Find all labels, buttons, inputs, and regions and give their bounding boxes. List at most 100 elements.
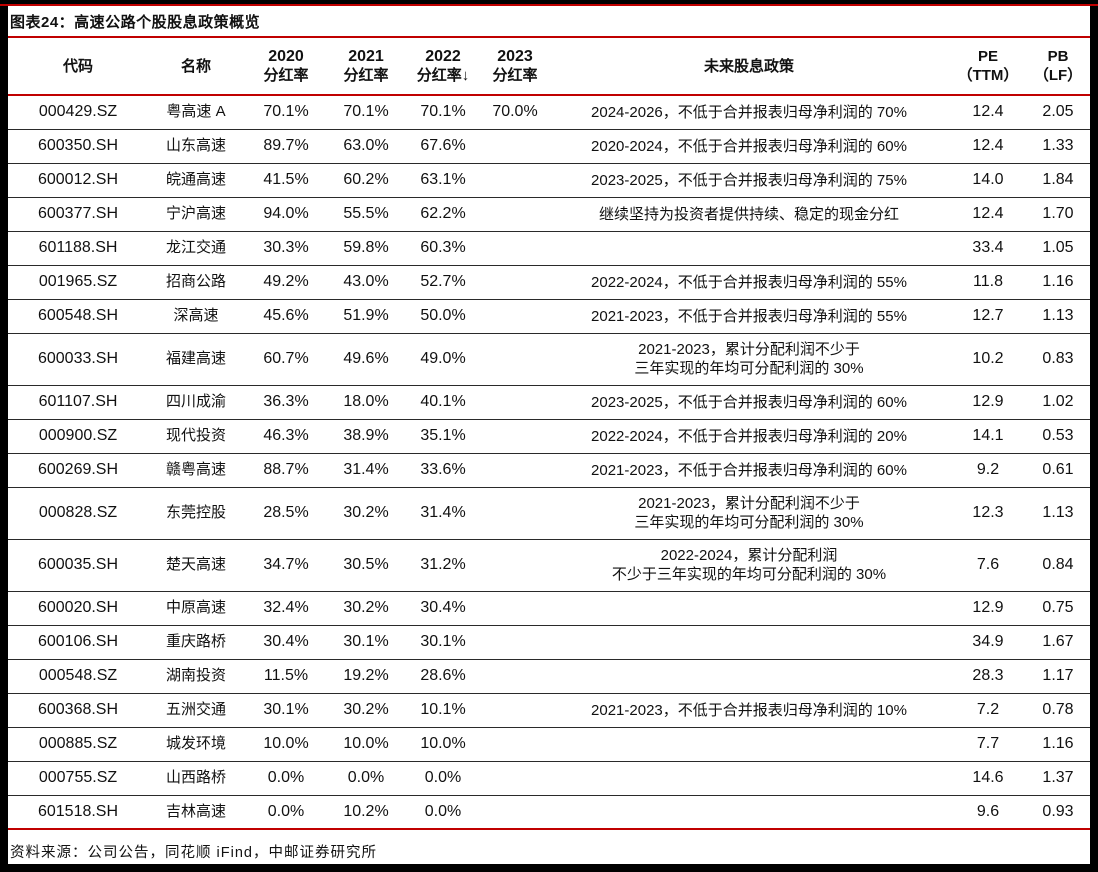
- payout-2023: [482, 487, 548, 540]
- stock-code: 601188.SH: [8, 231, 148, 266]
- pb-lf-value: 1.84: [1026, 163, 1090, 198]
- stock-code: 000828.SZ: [8, 487, 148, 540]
- payout-2022: 50.0%: [404, 299, 482, 334]
- payout-2021: 49.6%: [328, 333, 404, 386]
- payout-2021: 10.0%: [328, 727, 404, 762]
- future-policy: 2021-2023，累计分配利润不少于 三年实现的年均可分配利润的 30%: [548, 333, 950, 386]
- payout-2022: 0.0%: [404, 795, 482, 830]
- pb-lf-value: 1.16: [1026, 265, 1090, 300]
- payout-2021: 38.9%: [328, 419, 404, 454]
- header-pe-line1: PE: [977, 48, 998, 65]
- pb-lf-value: 1.05: [1026, 231, 1090, 266]
- payout-2022: 10.0%: [404, 727, 482, 762]
- pe-ttm-value: 11.8: [950, 265, 1026, 300]
- table-row: 600368.SH 五洲交通 30.1% 30.2% 10.1% 2021-20…: [8, 693, 1090, 728]
- stock-name: 重庆路桥: [148, 625, 244, 660]
- payout-2022: 52.7%: [404, 265, 482, 300]
- payout-2022: 31.4%: [404, 487, 482, 540]
- header-pb-line1: PB: [1047, 48, 1069, 65]
- payout-2022: 10.1%: [404, 693, 482, 728]
- payout-2021: 0.0%: [328, 761, 404, 796]
- source-note: 资料来源：公司公告，同花顺 iFind，中邮证券研究所: [10, 845, 377, 861]
- table-row: 000885.SZ 城发环境 10.0% 10.0% 10.0% 7.7 1.1…: [8, 727, 1090, 762]
- payout-2021: 63.0%: [328, 129, 404, 164]
- stock-code: 600035.SH: [8, 539, 148, 592]
- payout-2023: 70.0%: [482, 95, 548, 130]
- pb-lf-value: 2.05: [1026, 95, 1090, 130]
- payout-2020: 70.1%: [244, 95, 328, 130]
- table-row: 000900.SZ 现代投资 46.3% 38.9% 35.1% 2022-20…: [8, 419, 1090, 454]
- stock-code: 600033.SH: [8, 333, 148, 386]
- pb-lf-value: 1.13: [1026, 299, 1090, 334]
- table-body: 000429.SZ 粤高速 A 70.1% 70.1% 70.1% 70.0% …: [8, 95, 1090, 830]
- page-top-rule: [0, 4, 1098, 6]
- pe-ttm-value: 7.6: [950, 539, 1026, 592]
- payout-2020: 94.0%: [244, 197, 328, 232]
- future-policy-line2: 三年实现的年均可分配利润的 30%: [634, 360, 864, 377]
- header-code: 代码: [8, 38, 148, 96]
- stock-name: 山西路桥: [148, 761, 244, 796]
- payout-2023: [482, 761, 548, 796]
- stock-name: 皖通高速: [148, 163, 244, 198]
- table-row: 600035.SH 楚天高速 34.7% 30.5% 31.2% 2022-20…: [8, 539, 1090, 592]
- payout-2022: 40.1%: [404, 385, 482, 420]
- payout-2023: [482, 231, 548, 266]
- pe-ttm-value: 12.4: [950, 197, 1026, 232]
- table-row: 600033.SH 福建高速 60.7% 49.6% 49.0% 2021-20…: [8, 333, 1090, 386]
- stock-name: 赣粤高速: [148, 453, 244, 488]
- payout-2020: 28.5%: [244, 487, 328, 540]
- header-2021-label: 分红率: [343, 67, 389, 84]
- stock-code: 600377.SH: [8, 197, 148, 232]
- future-policy: 2022-2024，累计分配利润 不少于三年实现的年均可分配利润的 30%: [548, 539, 950, 592]
- future-policy: [548, 625, 950, 660]
- pb-lf-value: 1.33: [1026, 129, 1090, 164]
- table-row: 601188.SH 龙江交通 30.3% 59.8% 60.3% 33.4 1.…: [8, 231, 1090, 266]
- payout-2020: 89.7%: [244, 129, 328, 164]
- payout-2021: 30.2%: [328, 591, 404, 626]
- future-policy: 继续坚持为投资者提供持续、稳定的现金分红: [548, 197, 950, 232]
- pe-ttm-value: 14.6: [950, 761, 1026, 796]
- future-policy-line2: 不少于三年实现的年均可分配利润的 30%: [611, 566, 887, 583]
- payout-2022: 30.1%: [404, 625, 482, 660]
- table-row: 600020.SH 中原高速 32.4% 30.2% 30.4% 12.9 0.…: [8, 591, 1090, 626]
- pe-ttm-value: 7.2: [950, 693, 1026, 728]
- future-policy: 2022-2024，不低于合并报表归母净利润的 55%: [548, 265, 950, 300]
- stock-code: 600106.SH: [8, 625, 148, 660]
- pe-ttm-value: 12.4: [950, 129, 1026, 164]
- header-pe: PE （TTM）: [950, 38, 1026, 96]
- future-policy: [548, 591, 950, 626]
- header-2023-year: 2023: [497, 48, 533, 65]
- future-policy-line1: 2023-2025，不低于合并报表归母净利润的 75%: [591, 171, 907, 189]
- payout-2023: [482, 693, 548, 728]
- dividend-policy-table: 代码 名称 2020 分红率 2021 分红率 2022 分红率↓ 2023 分…: [8, 38, 1090, 830]
- stock-name: 山东高速: [148, 129, 244, 164]
- payout-2021: 55.5%: [328, 197, 404, 232]
- future-policy: 2020-2024，不低于合并报表归母净利润的 60%: [548, 129, 950, 164]
- future-policy-line2: 三年实现的年均可分配利润的 30%: [634, 514, 864, 531]
- stock-code: 600350.SH: [8, 129, 148, 164]
- future-policy: 2023-2025，不低于合并报表归母净利润的 60%: [548, 385, 950, 420]
- payout-2021: 59.8%: [328, 231, 404, 266]
- pb-lf-value: 1.37: [1026, 761, 1090, 796]
- payout-2022: 35.1%: [404, 419, 482, 454]
- stock-name: 城发环境: [148, 727, 244, 762]
- payout-2021: 30.2%: [328, 487, 404, 540]
- payout-2021: 60.2%: [328, 163, 404, 198]
- pe-ttm-value: 9.2: [950, 453, 1026, 488]
- table-row: 600377.SH 宁沪高速 94.0% 55.5% 62.2% 继续坚持为投资…: [8, 197, 1090, 232]
- pe-ttm-value: 34.9: [950, 625, 1026, 660]
- future-policy-line1: 继续坚持为投资者提供持续、稳定的现金分红: [598, 205, 899, 223]
- payout-2021: 70.1%: [328, 95, 404, 130]
- header-2022-year: 2022: [425, 48, 461, 65]
- future-policy: 2021-2023，不低于合并报表归母净利润的 60%: [548, 453, 950, 488]
- table-row: 600548.SH 深高速 45.6% 51.9% 50.0% 2021-202…: [8, 299, 1090, 334]
- payout-2022: 28.6%: [404, 659, 482, 694]
- stock-name: 五洲交通: [148, 693, 244, 728]
- payout-2020: 11.5%: [244, 659, 328, 694]
- pb-lf-value: 0.75: [1026, 591, 1090, 626]
- header-row: 代码 名称 2020 分红率 2021 分红率 2022 分红率↓ 2023 分…: [8, 38, 1090, 96]
- payout-2020: 30.1%: [244, 693, 328, 728]
- payout-2021: 30.5%: [328, 539, 404, 592]
- stock-name: 现代投资: [148, 419, 244, 454]
- payout-2022: 0.0%: [404, 761, 482, 796]
